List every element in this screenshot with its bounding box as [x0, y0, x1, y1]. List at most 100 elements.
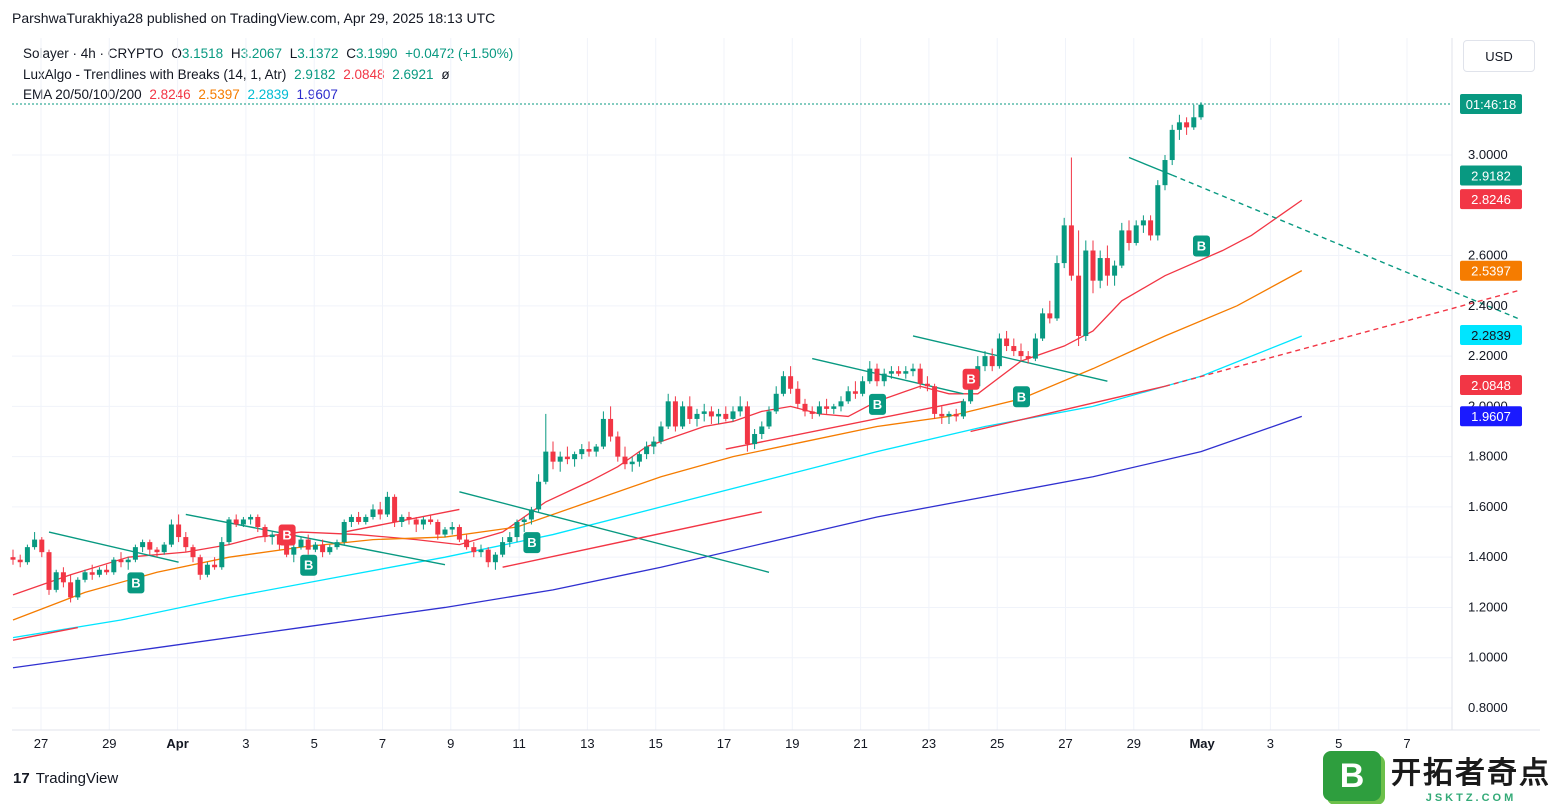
candle [903, 366, 909, 379]
candle-body [658, 426, 664, 442]
candle [1119, 222, 1125, 269]
candle-body [831, 406, 837, 409]
candle-body [1184, 122, 1190, 128]
time-tick-label: 15 [648, 736, 662, 751]
ema20-value: 2.8246 [149, 87, 191, 102]
price-tag-box [1460, 260, 1522, 281]
candle-body [356, 516, 362, 522]
candle [838, 396, 844, 412]
candle [615, 431, 621, 462]
candle [737, 396, 743, 417]
candle [111, 557, 117, 575]
ema200-value: 1.9607 [296, 87, 338, 102]
candle-body [161, 544, 167, 553]
candle [161, 542, 167, 555]
signal-marker [523, 532, 541, 554]
candle [377, 501, 383, 520]
candle [406, 511, 412, 525]
candle-body [233, 519, 239, 525]
candle-body [989, 356, 995, 367]
candle-body [514, 521, 520, 538]
breakout-signal: B [127, 572, 145, 594]
candle-body [939, 413, 945, 417]
candle [744, 401, 750, 452]
candle [233, 514, 239, 528]
candle [413, 516, 419, 533]
candle-body [795, 388, 801, 404]
candle [716, 408, 722, 424]
candle-body [1025, 356, 1031, 359]
candle-body [600, 418, 606, 447]
candle [1176, 114, 1182, 140]
time-tick-label: 5 [1335, 736, 1342, 751]
candle [464, 534, 470, 550]
breakout-signal: B [523, 532, 541, 554]
price-tag: 2.9182 [1460, 165, 1522, 186]
price-tag-box [1460, 325, 1522, 346]
candle-body [536, 481, 542, 510]
candle-body [687, 406, 693, 419]
candle [816, 401, 822, 417]
price-tick-label: 1.6000 [1468, 499, 1508, 514]
candle-body [500, 542, 506, 555]
candle-body [550, 451, 556, 462]
price-tag-text: 2.9182 [1471, 169, 1511, 184]
candle [543, 413, 549, 485]
candle [586, 441, 592, 457]
price-tick-label: 3.0000 [1468, 147, 1508, 162]
candle-body [1126, 230, 1132, 243]
candle [384, 491, 390, 517]
candle [1083, 240, 1089, 342]
candle [442, 527, 448, 538]
price-tag-text: 01:46:18 [1466, 97, 1517, 112]
time-tick-label: 17 [717, 736, 731, 751]
candle-body [291, 547, 297, 555]
candle [723, 406, 729, 422]
price-tick-label: 1.4000 [1468, 549, 1508, 564]
candle-body [996, 338, 1002, 367]
currency-selector-button[interactable]: USD [1463, 40, 1535, 72]
candle-body [363, 516, 369, 522]
candle-body [24, 547, 30, 563]
candle [1162, 155, 1168, 191]
candle [1169, 124, 1175, 166]
candle-body [456, 527, 462, 540]
time-tick-label: 11 [512, 736, 526, 751]
candle [240, 516, 246, 528]
legend-high: 3.2067 [240, 46, 282, 61]
candle [1112, 260, 1118, 286]
legend-open-label: O [171, 46, 182, 61]
candle-body [507, 537, 513, 543]
candle [888, 366, 894, 379]
candle [1061, 217, 1067, 269]
candle-body [284, 544, 290, 555]
candle [651, 436, 657, 455]
candle-body [420, 519, 426, 525]
candle-body [32, 539, 38, 548]
candle [291, 544, 297, 563]
indicator1-value-2: 2.0848 [343, 66, 385, 82]
time-tick-label: 7 [379, 736, 386, 751]
indicator2-name[interactable]: EMA 20/50/100/200 [23, 87, 142, 102]
tradingview-footer[interactable]: 17 TradingView [13, 770, 118, 787]
candle [298, 537, 304, 550]
candle-body [464, 539, 470, 548]
indicator1-name[interactable]: LuxAlgo - Trendlines with Breaks (14, 1,… [23, 66, 287, 82]
candle-body [226, 519, 232, 543]
time-tick-label: 27 [1058, 736, 1072, 751]
candle-body [694, 413, 700, 419]
candle-body [730, 411, 736, 419]
candle-body [608, 418, 614, 437]
legend-symbol[interactable]: Solayer · 4h · CRYPTO [23, 46, 164, 61]
candle-body [1032, 338, 1038, 359]
candle [960, 398, 966, 419]
watermark-name: 开拓者奇点 [1391, 756, 1551, 791]
candle-body [960, 401, 966, 417]
candle [550, 441, 556, 470]
candle-body [924, 383, 930, 387]
candle [917, 363, 923, 389]
candle [680, 401, 686, 429]
signal-marker [300, 554, 318, 576]
